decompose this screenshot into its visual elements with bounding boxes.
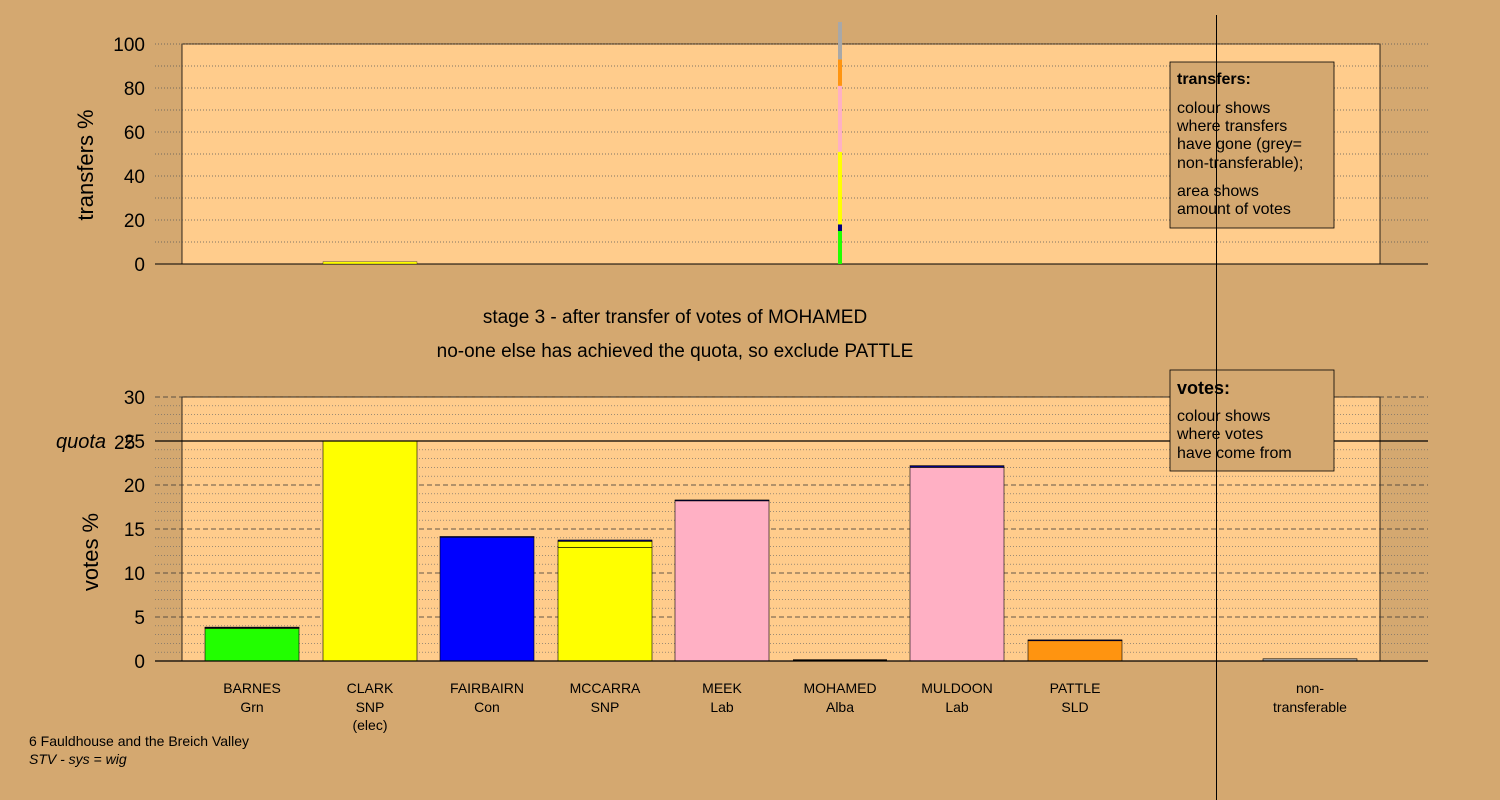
transfers-y-ticks: 0 20 40 60 80 100 xyxy=(113,35,145,276)
votes-legend-line: colour shows xyxy=(1177,408,1270,425)
candidate-name: MCCARRA xyxy=(570,680,641,696)
candidate-name: non- xyxy=(1296,680,1324,696)
candidate-status: (elec) xyxy=(352,717,387,733)
vote-bar-segment xyxy=(557,547,653,662)
vote-bar-segment xyxy=(204,626,300,629)
vote-bar-segment xyxy=(439,536,535,662)
transfer-stack-segment xyxy=(838,231,842,264)
transfers-legend-line: colour shows xyxy=(1177,100,1270,117)
transfers-y-tick-label: 40 xyxy=(124,167,145,188)
candidate-name: FAIRBAIRN xyxy=(450,680,524,696)
candidate-party: SNP xyxy=(591,699,620,715)
transfers-y-axis-label: transfers % xyxy=(73,109,98,220)
candidate-labels: BARNES Grn CLARK SNP (elec) FAIRBAIRN Con MCCAR… xyxy=(223,680,1347,733)
votes-y-tick-label: 15 xyxy=(124,520,145,541)
votes-y-axis-label: votes % xyxy=(78,513,103,591)
candidate-party: SNP xyxy=(356,699,385,715)
candidate-party: Con xyxy=(474,699,500,715)
transfers-y-tick-label: 20 xyxy=(124,211,145,232)
counting-system: STV - sys = wig xyxy=(29,751,127,767)
transfers-legend-line: amount of votes xyxy=(1177,201,1291,218)
vote-bar-segment xyxy=(909,465,1005,468)
transfers-gridlines xyxy=(155,43,1428,265)
vote-bar-segment xyxy=(439,536,535,538)
quota-value-label: 25 xyxy=(114,433,135,454)
transfers-legend-title: transfers: xyxy=(1177,71,1251,88)
transfers-y-tick-label: 0 xyxy=(134,255,145,276)
votes-y-tick-label: 5 xyxy=(134,608,145,629)
votes-y-tick-label: 25 xyxy=(124,432,145,453)
candidate-name: CLARK xyxy=(347,680,394,696)
votes-y-ticks: 0 5 10 15 20 25 30 xyxy=(124,388,145,673)
candidate-party: Alba xyxy=(826,699,854,715)
candidate-party: transferable xyxy=(1273,699,1347,715)
candidate-party: Lab xyxy=(710,699,734,715)
vote-bar-segment xyxy=(204,628,300,662)
votes-bars xyxy=(155,440,1428,662)
vote-bar-segment xyxy=(1027,639,1123,642)
vote-bar-segment xyxy=(674,500,770,662)
votes-legend-line: where votes xyxy=(1176,426,1263,443)
votes-legend: votes: colour shows where votes have com… xyxy=(1169,369,1335,472)
transfer-stack-segment xyxy=(838,129,842,152)
transfer-stack-segment xyxy=(838,224,842,231)
transfers-y-tick-label: 60 xyxy=(124,123,145,144)
transfer-stack-segment xyxy=(838,85,842,130)
transfer-stack-segment xyxy=(838,151,842,223)
transfer-stack-segment xyxy=(838,22,842,60)
transfers-legend-line: area shows xyxy=(1177,183,1259,200)
transfers-legend-line: where transfers xyxy=(1176,118,1287,135)
transfers-bars xyxy=(322,22,842,265)
vote-bar-segment xyxy=(909,467,1005,662)
transfers-legend-line: non-transferable); xyxy=(1177,155,1303,172)
transfers-y-tick-label: 80 xyxy=(124,79,145,100)
stage-description: stage 3 - after transfer of votes of MOH… xyxy=(483,307,867,328)
candidate-party: SLD xyxy=(1061,699,1088,715)
transfers-y-tick-label: 100 xyxy=(113,35,145,56)
candidate-party: Lab xyxy=(945,699,969,715)
transfer-stack-segment xyxy=(838,59,842,86)
votes-y-tick-label: 0 xyxy=(134,652,145,673)
vote-bar-segment xyxy=(557,539,653,542)
candidate-name: PATTLE xyxy=(1050,680,1101,696)
transfer-bar xyxy=(322,261,418,265)
vote-bar-segment xyxy=(322,440,418,662)
candidate-name: BARNES xyxy=(223,680,281,696)
votes-y-tick-label: 20 xyxy=(124,476,145,497)
votes-legend-line: have come from xyxy=(1177,445,1292,462)
stage-decision: no-one else has achieved the quota, so e… xyxy=(437,341,914,362)
quota-label: quota xyxy=(56,431,106,453)
votes-y-tick-label: 10 xyxy=(124,564,145,585)
vote-bar-segment xyxy=(557,541,653,548)
votes-y-tick-label: 30 xyxy=(124,388,145,409)
candidate-name: MULDOON xyxy=(921,680,993,696)
transfer-stack-segment xyxy=(838,222,842,225)
vote-bar-segment xyxy=(674,499,770,502)
transfers-legend: transfers: colour shows where transfers … xyxy=(1169,61,1335,229)
transfers-legend-line: have gone (grey= xyxy=(1177,136,1302,153)
candidate-name: MOHAMED xyxy=(803,680,876,696)
ward-name: 6 Fauldhouse and the Breich Valley xyxy=(29,733,249,749)
candidate-party: Grn xyxy=(240,699,263,715)
candidate-name: MEEK xyxy=(702,680,742,696)
votes-legend-title: votes: xyxy=(1177,378,1230,398)
vote-bar-segment xyxy=(1027,640,1123,662)
